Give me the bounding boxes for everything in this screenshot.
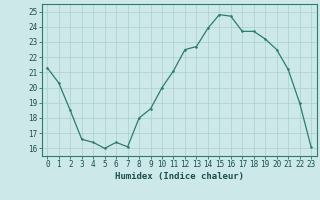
X-axis label: Humidex (Indice chaleur): Humidex (Indice chaleur) xyxy=(115,172,244,181)
